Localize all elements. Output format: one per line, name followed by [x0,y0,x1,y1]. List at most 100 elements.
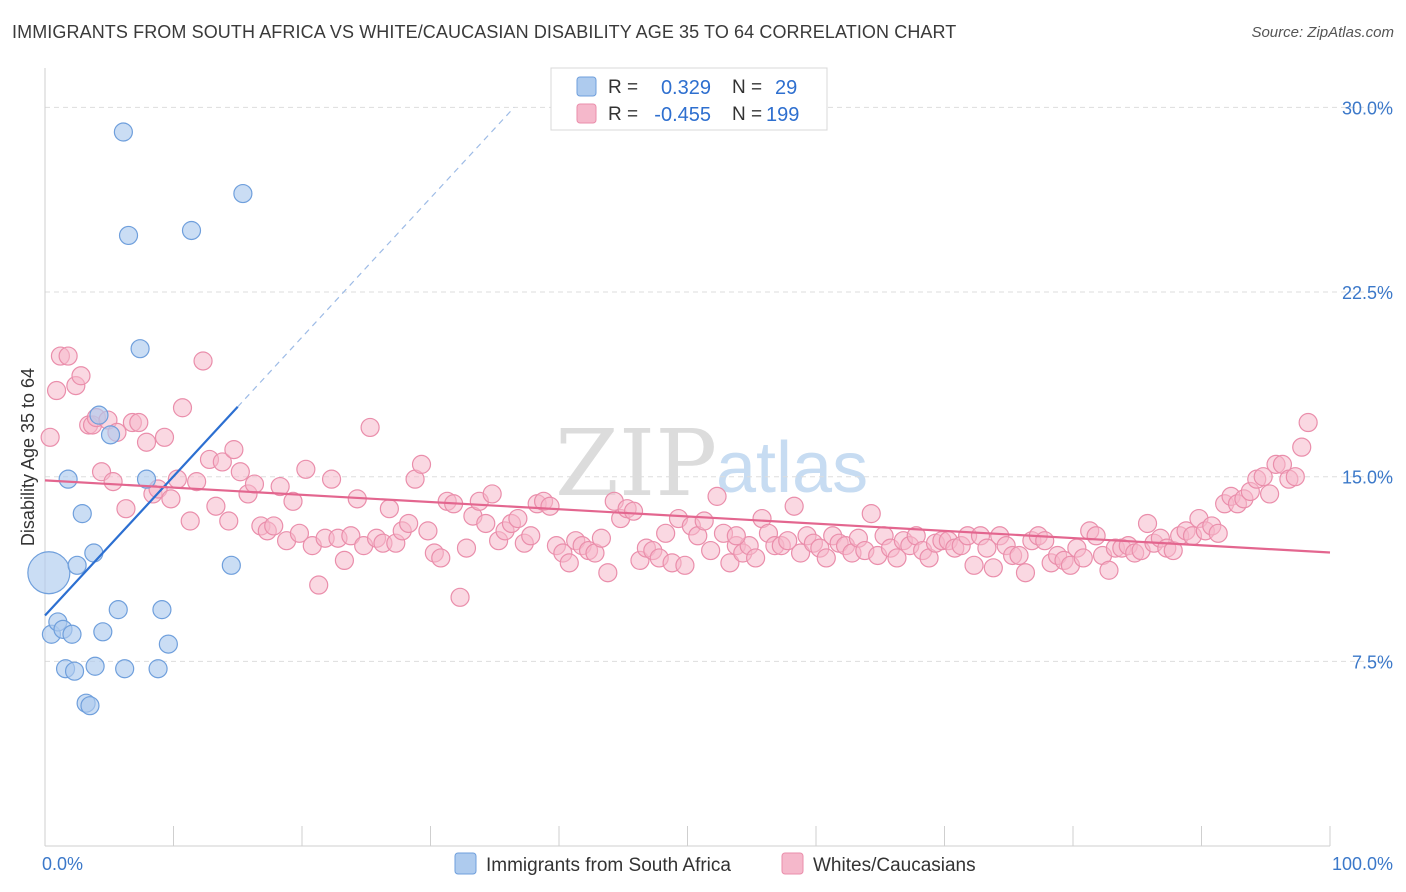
data-point-blue [84,543,104,563]
data-point-pink [103,472,123,492]
legend-r-label-pink: R = [608,104,638,125]
legend-n-value-blue: 29 [775,77,797,99]
data-point-pink [476,513,496,534]
legend-swatch-blue [576,76,597,97]
data-point-pink [623,501,644,521]
data-point-pink [230,462,250,482]
data-point-pink [399,513,419,534]
data-point-pink [244,474,265,494]
data-point-pink [411,454,432,474]
data-point-pink [431,548,451,568]
x-tick-labels: 0.0% 100.0% [42,854,1393,874]
data-point-pink [675,555,695,575]
data-point-pink [790,543,811,563]
data-point-pink [161,489,181,509]
y-tick-label: 15.0% [1342,468,1393,488]
data-point-pink [1260,484,1280,504]
bottom-legend-label-blue: Immigrants from South Africa [486,855,731,876]
data-point-blue [58,469,78,489]
data-point-pink [1015,563,1036,583]
data-point-pink [964,555,984,575]
data-point-pink [289,523,310,543]
data-point-blue [130,339,150,359]
series-legend: Immigrants from South Africa Whites/Cauc… [454,852,976,876]
data-point-blue [181,220,202,241]
data-point-blue [100,425,121,445]
x-tick-label: 100.0% [1332,854,1393,874]
data-point-pink [180,511,200,531]
data-point-pink [1035,531,1055,551]
legend-r-value-pink: -0.455 [654,104,711,126]
data-point-pink [206,496,226,516]
data-point-blue [108,600,128,620]
data-point-blue [27,551,71,595]
legend-n-label-pink: N = [732,104,762,125]
data-point-pink [224,440,244,460]
watermark: ZIP atlas [555,410,868,517]
data-point-pink [1137,513,1158,534]
data-point-pink [778,531,798,551]
trend-line-pink [44,479,1331,554]
data-point-pink [187,472,207,492]
data-point-pink [983,558,1003,578]
data-point-blue [118,225,139,246]
data-point-pink [887,548,907,568]
data-point-pink [1285,467,1305,487]
data-point-blue [148,659,168,679]
data-point-blue [233,183,253,204]
legend-n-value-pink: 199 [766,104,799,126]
data-point-blue [158,634,178,654]
data-point-pink [977,538,997,558]
data-point-pink [136,432,157,452]
data-point-pink [540,496,560,516]
y-tick-label: 22.5% [1342,283,1393,303]
data-point-pink [720,553,740,573]
series-immigrants-south-africa [27,122,253,716]
chart-source: Source: ZipAtlas.com [1251,24,1394,41]
bottom-legend-swatch-pink [781,852,804,875]
trend-line-blue-extension [237,107,515,408]
data-point-pink [1208,523,1228,543]
legend-n-label-blue: N = [732,77,762,98]
data-point-blue [152,600,172,620]
data-point-pink [1292,437,1312,457]
data-point-pink [508,508,528,529]
data-point-blue [115,659,135,679]
data-point-blue [113,122,133,142]
data-point-pink [598,563,618,583]
y-axis-title: Disability Age 35 to 64 [18,368,38,546]
data-point-pink [264,516,284,536]
data-point-blue [221,555,241,575]
legend-box [550,67,828,131]
data-point-pink [58,346,78,366]
data-point-pink [1086,526,1106,546]
legend-swatch-pink [576,103,597,124]
data-point-pink [309,575,329,595]
data-point-pink [379,499,399,519]
data-point-pink [694,511,714,531]
trend-line-blue [44,406,239,617]
data-point-pink [71,366,91,386]
data-point-blue [136,469,157,489]
data-point-pink [784,496,804,516]
data-point-blue [85,656,105,676]
data-point-blue [72,504,92,524]
data-point-pink [219,511,239,531]
axes [44,68,1331,847]
data-point-pink [656,523,676,543]
data-point-pink [1298,412,1318,433]
data-point-pink [456,538,477,558]
data-point-pink [40,427,60,447]
data-point-pink [1073,548,1093,568]
data-point-pink [212,452,232,472]
series-whites-caucasians [40,346,1318,607]
data-point-pink [360,417,380,438]
bottom-legend-label-pink: Whites/Caucasians [813,855,976,876]
legend-r-label-blue: R = [608,77,638,98]
data-point-pink [270,476,290,497]
y-tick-label: 30.0% [1342,98,1393,118]
data-point-pink [861,504,881,524]
y-tick-label: 7.5% [1352,652,1393,672]
data-point-pink [116,499,136,519]
data-point-pink [1099,560,1119,580]
